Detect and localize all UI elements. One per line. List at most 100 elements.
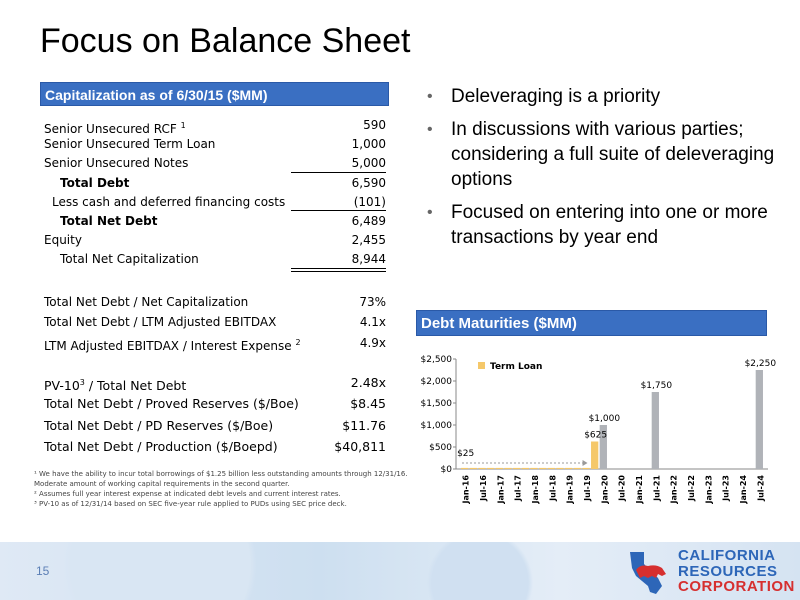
table-row: PV-103 / Total Net Debt 2.48x [44,372,386,393]
x-tick-label: Jan-18 [531,475,540,505]
row-value: 1,000 [351,137,386,152]
divider [291,210,386,211]
california-bear-icon [630,552,666,594]
bullet-icon: • [427,88,433,105]
row-value: 2.48x [350,375,386,390]
row-value: 4.1x [359,315,386,330]
bar [582,467,590,469]
row-value: 73% [359,295,386,309]
row-value: 2,455 [351,233,386,248]
row-value: (101) [353,194,386,209]
bar [599,425,607,469]
table-row: Total Net Debt / Production ($/Boepd) $4… [44,436,386,457]
bullet-list: • Deleveraging is a priority • In discus… [425,84,785,258]
bullet-item: • In discussions with various parties; c… [425,117,785,192]
row-label: Senior Unsecured Term Loan [44,137,216,152]
bar [573,467,581,469]
divider [291,271,386,272]
bullet-text: Focused on entering into one or more tra… [451,202,768,248]
ratios-table: Total Net Debt / Net Capitalization 73% … [44,292,386,353]
x-tick-label: Jul-22 [687,475,696,502]
y-tick-label: $1,000 [421,421,453,431]
footnotes: ¹ We have the ability to incur total bor… [34,469,434,509]
table-row-total: Total Debt 6,590 [44,174,386,193]
footnote-marker: 1 [180,121,186,130]
row-value: $8.45 [350,396,386,412]
bar [461,467,469,469]
row-label: Total Net Debt / Net Capitalization [44,295,249,309]
table-row-total: Total Net Capitalization 8,944 [44,250,386,269]
bullet-icon: • [427,121,433,138]
table-row: Total Net Debt / PD Reserves ($/Boe) $11… [44,415,386,436]
row-value: 590 [363,118,386,132]
bar [521,467,529,469]
bar [565,467,573,469]
row-label: Equity [44,233,82,248]
x-tick-label: Jan-17 [496,475,505,505]
table-row: Total Net Debt / Proved Reserves ($/Boe)… [44,393,386,414]
table-row: Senior Unsecured RCF 1 590 [44,116,386,136]
bar [469,467,477,469]
page-number: 15 [36,564,50,578]
slide-title: Focus on Balance Sheet [40,22,411,60]
company-logo: CALIFORNIA RESOURCES CORPORATION [622,548,795,598]
footnote: ² Assumes full year interest expense at … [34,490,341,498]
row-value: 8,944 [351,252,386,267]
bar [478,467,486,469]
logo-line: RESOURCES [678,562,778,580]
chart-header: Debt Maturities ($MM) [416,310,767,336]
debt-maturities-chart: $0 $500 $1,000 $1,500 $2,000 $2,500 Jan-16 Jul-… [416,345,777,535]
legend-swatch [478,362,485,369]
row-label: Total Net Debt / Proved Reserves ($/Boe) [44,396,299,412]
bar [495,467,503,469]
y-tick-label: $500 [429,443,452,453]
table-row: Equity 2,455 [44,231,386,250]
arrow-head-icon [582,460,588,466]
row-label: Senior Unsecured RCF [44,122,177,136]
x-tick-label: Jul-20 [618,475,627,502]
footnote-marker: 2 [295,337,301,347]
row-value: $40,811 [334,438,386,454]
row-label: Less cash and deferred financing costs [52,194,286,209]
x-tick-label: Jan-23 [704,475,713,505]
row-label: Total Net Debt [60,213,158,228]
row-label: PV-10 [44,378,80,394]
row-value: $11.76 [342,417,386,433]
x-tick-label: Jul-19 [583,475,592,502]
x-tick-label: Jul-18 [548,475,557,502]
bar [651,392,659,469]
row-value: 6,590 [351,175,386,190]
chart-svg: $0 $500 $1,000 $1,500 $2,000 $2,500 Jan-16 Jul-… [421,355,777,505]
x-tick-label: Jan-22 [670,475,679,505]
x-tick-label: Jul-23 [722,475,731,502]
row-label: Total Net Debt / PD Reserves ($/Boe) [44,417,274,433]
x-tick-label: Jan-19 [566,475,575,505]
bullet-icon: • [427,204,433,221]
footnote: ¹ We have the ability to incur total bor… [34,470,408,478]
divider [291,172,386,173]
logo-text: CALIFORNIA RESOURCES CORPORATION [678,548,795,595]
row-value: 6,489 [351,213,386,228]
y-tick-label: $2,000 [421,377,453,387]
bullet-item: • Deleveraging is a priority [425,84,785,109]
data-label: $2,250 [745,359,776,369]
legend-label: Term Loan [490,362,542,372]
x-tick-label: Jan-21 [635,475,644,505]
table-row: Less cash and deferred financing costs (… [44,193,386,212]
row-label: Total Debt [60,175,130,190]
logo-line: CORPORATION [678,578,795,595]
data-label: $25 [457,449,474,459]
x-tick-label: Jul-16 [479,475,488,502]
capitalization-header: Capitalization as of 6/30/15 ($MM) [40,82,389,106]
logo-line: CALIFORNIA [678,547,776,564]
bar [487,467,495,469]
table-row: Senior Unsecured Term Loan 1,000 [44,135,386,154]
x-tick-label: Jan-16 [462,475,471,505]
y-tick-label: $2,500 [421,355,453,365]
data-label: $625 [584,431,607,441]
bar [556,467,564,469]
row-value: 5,000 [351,156,386,171]
y-tick-label: $0 [441,465,453,475]
row-label: Senior Unsecured Notes [44,156,189,171]
bar [513,467,521,469]
